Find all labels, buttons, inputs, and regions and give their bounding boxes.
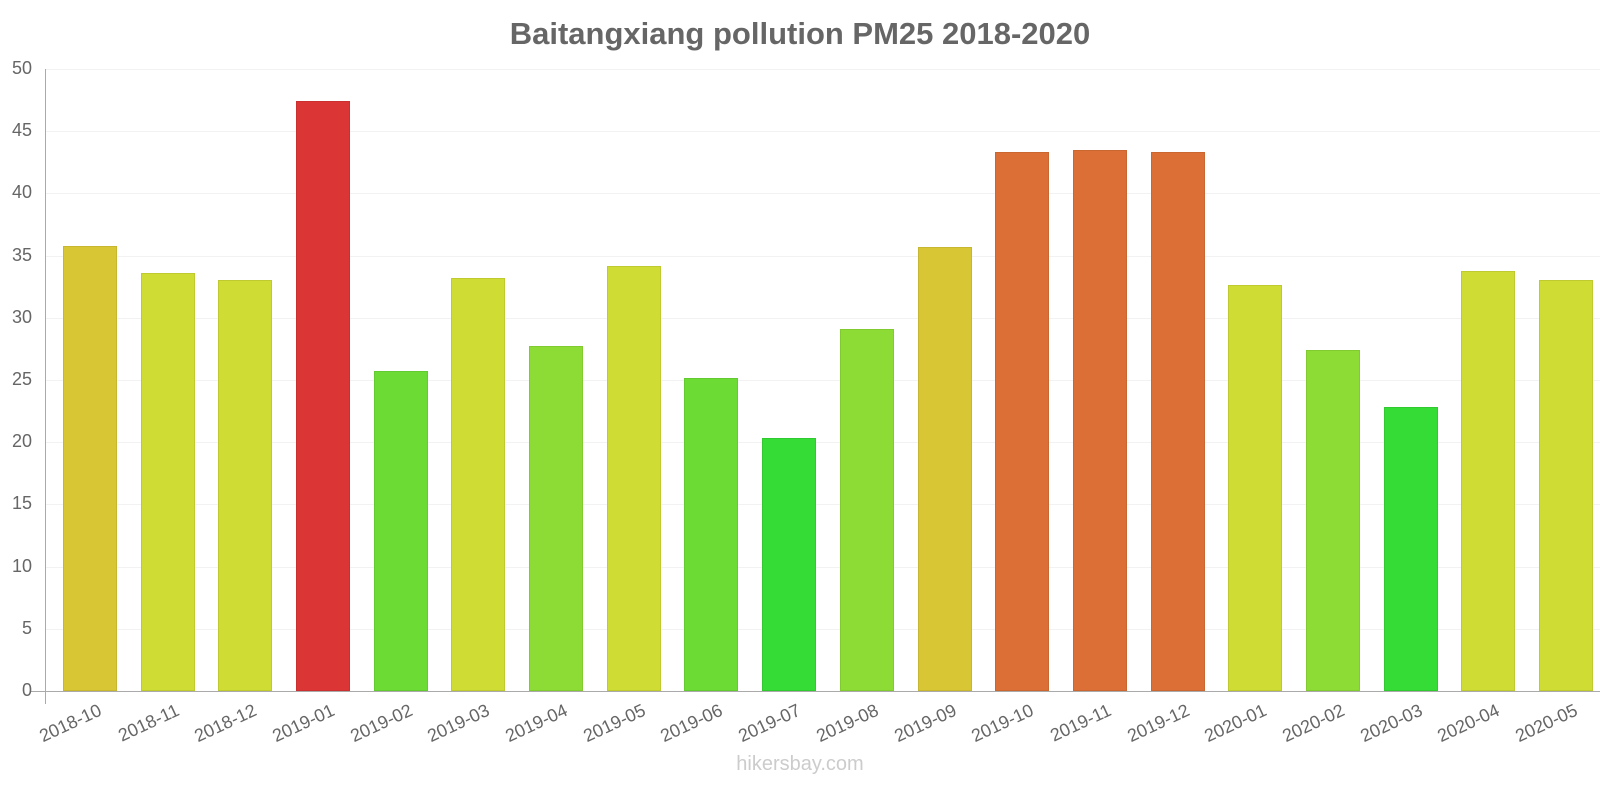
gridline — [46, 380, 1600, 381]
x-tick-label: 2018-12 — [191, 700, 260, 747]
x-tick-label: 2020-01 — [1201, 700, 1270, 747]
y-tick-label: 45 — [11, 120, 32, 141]
bar-2018-12[interactable] — [218, 280, 273, 691]
y-tick-label: 50 — [11, 58, 32, 78]
gridline — [46, 131, 1600, 133]
y-tick-label: 40 — [11, 182, 32, 203]
bar-2020-04[interactable] — [1461, 270, 1516, 691]
bar-2020-02[interactable] — [1306, 350, 1361, 691]
bar-2019-07[interactable] — [762, 438, 817, 691]
x-tick-label: 2020-05 — [1512, 700, 1581, 747]
x-tick-label: 2019-12 — [1123, 700, 1193, 747]
bar-2019-03[interactable] — [451, 277, 506, 691]
bar-2019-08[interactable] — [839, 328, 894, 691]
bar-2019-06[interactable] — [684, 377, 739, 691]
plot-area — [46, 69, 1600, 691]
x-tick-label: 2019-09 — [890, 700, 960, 747]
x-tick-label: 2019-10 — [968, 700, 1037, 747]
y-tick-label: 10 — [11, 555, 32, 576]
x-tick-label: 2019-01 — [269, 700, 338, 747]
bar-2018-10[interactable] — [62, 245, 117, 691]
bar-2020-03[interactable] — [1383, 407, 1438, 691]
gridline — [46, 566, 1600, 568]
bar-2020-05[interactable] — [1539, 280, 1594, 691]
bar-2019-01[interactable] — [295, 101, 350, 691]
bar-2019-10[interactable] — [995, 152, 1050, 691]
gridline — [46, 193, 1600, 195]
y-axis-line — [45, 69, 46, 704]
bar-2019-05[interactable] — [606, 265, 661, 691]
y-tick-label: 30 — [11, 306, 32, 327]
gridline — [46, 442, 1600, 444]
y-tick-label: 35 — [11, 244, 32, 265]
y-tick-label: 5 — [21, 617, 32, 638]
gridline — [46, 69, 1600, 70]
bar-2019-12[interactable] — [1150, 152, 1205, 691]
watermark: hikersbay.com — [736, 753, 864, 775]
x-axis-line — [30, 691, 1600, 692]
x-tick-label: 2019-07 — [735, 700, 804, 747]
x-tick-label: 2020-02 — [1279, 700, 1348, 747]
gridline — [46, 255, 1600, 257]
bar-2019-02[interactable] — [373, 371, 428, 691]
y-tick-label: 25 — [11, 369, 32, 389]
x-tick-label: 2019-04 — [502, 700, 571, 747]
x-tick-label: 2019-11 — [1047, 700, 1115, 746]
bar-2019-09[interactable] — [917, 246, 972, 691]
bar-2020-01[interactable] — [1228, 285, 1283, 691]
gridline — [46, 504, 1600, 506]
x-tick-label: 2019-08 — [812, 700, 882, 747]
x-tick-label: 2018-10 — [35, 700, 105, 747]
x-tick-label: 2019-03 — [424, 700, 493, 747]
y-tick-label: 15 — [11, 493, 32, 514]
bar-2019-04[interactable] — [529, 346, 584, 691]
x-tick-label: 2019-02 — [346, 700, 416, 747]
gridline — [46, 317, 1600, 319]
y-tick-label: 0 — [21, 680, 32, 700]
gridline — [46, 628, 1600, 630]
x-tick-label: 2020-04 — [1434, 700, 1503, 747]
chart-title: Baitangxiang pollution PM25 2018-2020 — [509, 16, 1091, 51]
x-tick-label: 2020-03 — [1356, 700, 1426, 747]
x-tick-label: 2018-11 — [114, 700, 183, 746]
bar-2018-11[interactable] — [140, 273, 195, 691]
x-tick-label: 2019-05 — [579, 700, 649, 747]
bar-2019-11[interactable] — [1072, 149, 1127, 691]
y-tick-label: 20 — [11, 431, 32, 452]
x-tick-label: 2019-06 — [657, 700, 726, 747]
